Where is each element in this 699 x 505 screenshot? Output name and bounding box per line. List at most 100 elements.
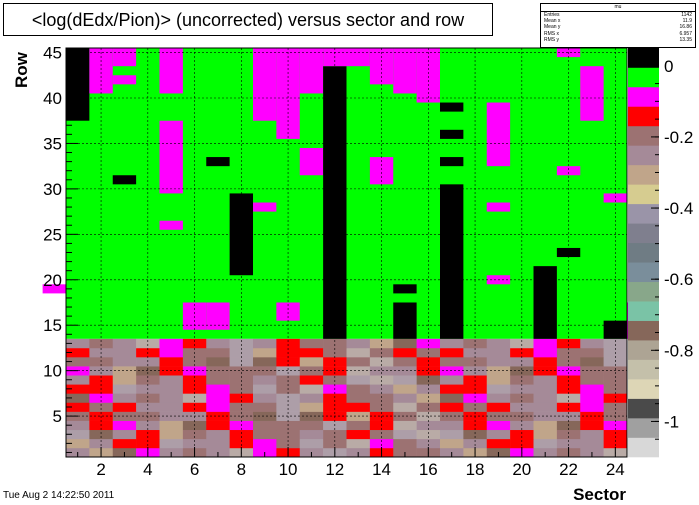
heatmap-cell xyxy=(416,393,441,403)
heatmap-cell xyxy=(89,375,114,385)
x-axis: 2 4 6 8 10 12 14 16 18 20 22 24 xyxy=(77,447,625,479)
heatmap-cell xyxy=(393,366,417,376)
heatmap-cell xyxy=(580,429,604,440)
heatmap-cell xyxy=(533,402,558,412)
heatmap-cell xyxy=(440,184,464,339)
heatmap-cell xyxy=(393,402,417,412)
heatmap-cell xyxy=(159,375,184,385)
palette-tick-label: -0.6 xyxy=(664,270,693,289)
heatmap-cell xyxy=(276,375,301,385)
heatmap-cell xyxy=(533,438,558,449)
x-tick-label: 22 xyxy=(559,460,578,479)
heatmap-cell xyxy=(323,429,347,440)
heatmap-cell xyxy=(253,393,277,403)
heatmap-cell xyxy=(112,375,137,385)
palette-swatch xyxy=(628,437,659,458)
heatmap-cell xyxy=(323,66,347,339)
palette-swatch xyxy=(628,184,659,205)
heatmap-cell xyxy=(323,438,347,449)
heatmap-cell xyxy=(159,429,184,440)
y-tick-label: 5 xyxy=(53,407,62,426)
heatmap-cell xyxy=(393,48,417,94)
x-tick-label: 2 xyxy=(96,460,105,479)
heatmap-cell xyxy=(276,429,301,440)
stat-value: 13.35 xyxy=(679,36,692,43)
heatmap-cell xyxy=(253,338,277,349)
heatmap-cell xyxy=(486,202,511,212)
palette-swatch xyxy=(628,340,659,360)
heatmap-cell xyxy=(112,420,137,431)
heatmap-cell xyxy=(369,429,394,440)
stat-value: 6.957 xyxy=(679,30,692,37)
x-tick-label: 20 xyxy=(512,460,531,479)
heatmap-cell xyxy=(440,375,464,385)
heatmap-cell xyxy=(393,384,417,394)
y-tick-label: 30 xyxy=(43,180,62,199)
palette-tick-label: -0.8 xyxy=(664,341,693,360)
footer-date: Tue Aug 2 14:22:50 2011 xyxy=(3,490,115,501)
heatmap-cell xyxy=(229,375,254,385)
heatmap-cell xyxy=(440,429,464,440)
x-tick-label: 16 xyxy=(419,460,438,479)
heatmap-cell xyxy=(276,338,301,349)
heatmap-cell xyxy=(580,420,604,431)
heatmap-cell xyxy=(603,338,628,349)
heatmap-cell xyxy=(440,384,464,394)
heatmap-cell xyxy=(299,393,324,403)
heatmap-cell xyxy=(393,375,417,385)
heatmap-cell xyxy=(463,438,488,449)
heatmap-cell xyxy=(66,393,90,403)
heatmap-cell xyxy=(393,284,417,294)
x-tick-label: 24 xyxy=(606,460,625,479)
heatmap-cell xyxy=(159,48,183,94)
heatmap-cell xyxy=(440,129,464,139)
heatmap-cell xyxy=(182,429,207,440)
heatmap-cell xyxy=(276,438,301,449)
heatmap-cell xyxy=(533,384,558,394)
heatmap-cell xyxy=(440,338,464,349)
heatmap-cell xyxy=(440,357,464,367)
heatmap-cell xyxy=(66,402,90,412)
heatmap-cell xyxy=(463,429,488,440)
heatmap-cell xyxy=(369,366,394,376)
heatmap-cell xyxy=(253,438,277,449)
heatmap-cell xyxy=(299,384,324,394)
heatmap-cell xyxy=(486,429,511,440)
heatmap-cell xyxy=(206,302,230,330)
grid-lines xyxy=(66,48,627,457)
heatmap-cell xyxy=(603,402,628,412)
heatmap-cell xyxy=(66,338,90,349)
y-axis: 5 10 15 20 25 30 35 40 45 xyxy=(43,44,78,453)
heatmap-cell xyxy=(112,366,137,376)
heatmap-cell xyxy=(253,384,277,394)
stats-row: RMS y 13.35 xyxy=(541,37,695,43)
heatmap-cell xyxy=(346,438,371,449)
heatmap-cell xyxy=(556,438,581,449)
heatmap-cell xyxy=(136,402,160,412)
x-axis-label: Sector xyxy=(573,485,626,504)
heatmap-cell xyxy=(580,402,604,412)
heatmap-cell xyxy=(229,338,254,349)
palette-swatch xyxy=(628,418,659,438)
heatmap-cell xyxy=(393,338,417,349)
heatmap-cells xyxy=(42,48,651,458)
x-tick-label: 8 xyxy=(237,460,246,479)
heatmap-cell xyxy=(533,393,558,403)
heatmap-cell xyxy=(112,429,137,440)
heatmap-cell xyxy=(136,429,160,440)
heatmap-cell xyxy=(416,429,441,440)
heatmap-cell xyxy=(299,402,324,412)
y-tick-label: 45 xyxy=(43,44,62,63)
heatmap-cell xyxy=(253,202,277,212)
heatmap-cell xyxy=(323,402,347,412)
x-tick-label: 12 xyxy=(325,460,344,479)
heatmap-cell xyxy=(510,402,534,412)
heatmap-cell xyxy=(159,347,184,358)
color-palette-axis: 0 -0.2 -0.4 -0.6 -0.8 -1 xyxy=(628,48,693,458)
heatmap-cell xyxy=(463,338,488,349)
heatmap-cell xyxy=(369,438,394,449)
heatmap-cell xyxy=(416,48,440,103)
heatmap-cell xyxy=(112,48,137,67)
heatmap-cell xyxy=(486,102,511,167)
heatmap-cell xyxy=(533,366,558,376)
